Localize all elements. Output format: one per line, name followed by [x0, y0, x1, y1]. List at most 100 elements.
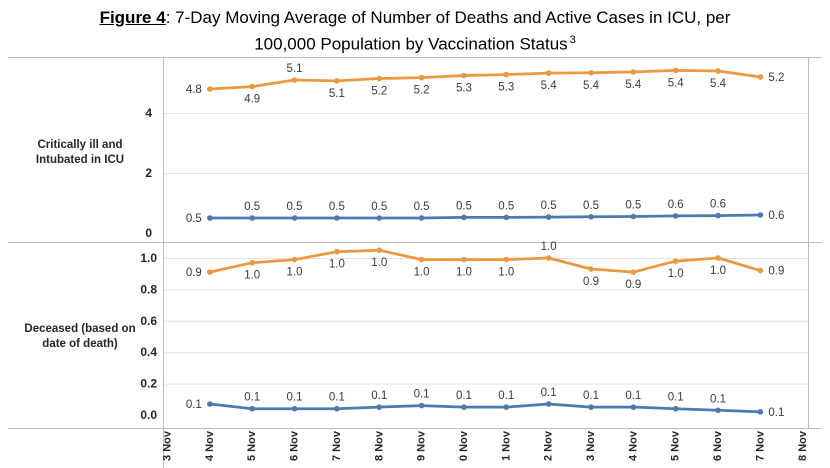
icu-orange-point	[418, 74, 425, 81]
x-tick-label: 8 Nov	[373, 430, 385, 461]
icu-blue-point	[334, 215, 340, 221]
icu-blue-point	[545, 214, 552, 220]
icu-orange-point	[715, 68, 721, 74]
deceased-blue-point	[545, 401, 552, 407]
data-label: 1.0	[710, 265, 726, 277]
data-label: 1.0	[541, 241, 557, 253]
row-label: date of death)	[42, 338, 118, 350]
row-label: Critically ill and	[38, 139, 123, 151]
icu-blue-line	[208, 213, 762, 220]
x-tick-label: 4 Nov	[627, 430, 639, 461]
data-label: 0.1	[456, 390, 472, 402]
data-label: 5.3	[498, 82, 514, 94]
data-label: 0.5	[456, 200, 472, 212]
data-label: 4.8	[186, 84, 202, 96]
icu-blue-point	[715, 212, 721, 219]
data-label: 1.0	[329, 259, 345, 271]
title-line-2: 100,000 Population by Vaccination Status…	[0, 29, 830, 56]
data-label: 0.9	[768, 266, 784, 278]
deceased-blue-point	[291, 405, 298, 412]
deceased-orange-point	[503, 256, 510, 263]
data-label: 0.5	[371, 201, 387, 213]
icu-orange-line	[208, 69, 762, 91]
deceased-orange-point	[630, 269, 637, 275]
data-label: 1.0	[668, 268, 684, 280]
deceased-orange-point	[672, 258, 679, 264]
icu-blue-point	[757, 212, 764, 218]
y-tick-label: 0.2	[140, 377, 157, 391]
data-label: 0.1	[329, 392, 345, 404]
deceased-orange-point	[715, 255, 721, 261]
deceased-blue-point	[249, 405, 255, 412]
deceased-blue-point	[715, 407, 721, 414]
data-label: 0.1	[768, 407, 784, 419]
y-tick-label: 0	[145, 226, 152, 240]
y-tick-label: 0.0	[140, 408, 157, 422]
x-tick-label: 6 Nov	[712, 430, 724, 461]
data-label: 4.9	[244, 94, 260, 106]
data-label: 1.0	[498, 267, 514, 279]
data-label: 0.6	[668, 199, 684, 211]
data-label: 5.4	[541, 80, 558, 92]
figure-chart: 4.8 4.9 5.1 5.1 5.2 5.2 5.3 5.3 5.4 5.4 5.4 5.4 5.4 5…	[8, 57, 822, 468]
data-label: 5.2	[768, 72, 784, 84]
data-label: 0.5	[244, 201, 260, 213]
icu-orange-point	[461, 72, 467, 79]
x-tick-label: 9 Nov	[416, 430, 428, 461]
data-label: 1.0	[244, 270, 260, 282]
icu-orange-point	[503, 71, 510, 78]
deceased-orange-point	[545, 255, 552, 261]
data-label: 0.1	[710, 393, 726, 405]
icu-orange-point	[291, 77, 298, 83]
data-label: 0.9	[583, 276, 599, 288]
deceased-orange-point	[291, 256, 298, 263]
x-tick-label: 7 Nov	[331, 430, 343, 461]
deceased-blue-point	[630, 404, 637, 410]
data-label: 0.9	[186, 267, 202, 279]
data-label: 0.5	[498, 200, 514, 212]
data-label: 5.1	[287, 63, 303, 75]
icu-blue-point	[249, 215, 255, 221]
data-label: 5.4	[583, 80, 600, 92]
data-label: 0.5	[625, 200, 641, 212]
x-tick-label: 1 Nov	[500, 430, 512, 461]
data-label: 0.1	[414, 389, 430, 401]
data-label: 1.0	[456, 267, 472, 279]
deceased-orange-point	[334, 248, 340, 255]
y-tick-label: 1.0	[140, 251, 157, 265]
data-label: 0.1	[625, 390, 641, 402]
data-label: 0.1	[186, 399, 202, 411]
icu-blue-point	[291, 215, 298, 221]
icu-blue-point	[376, 215, 383, 221]
y-tick-label: 4	[145, 106, 152, 120]
deceased-blue-point	[418, 402, 425, 409]
data-label: 5.4	[710, 78, 727, 90]
data-label: 1.0	[287, 267, 303, 279]
data-label: 0.5	[541, 200, 557, 212]
icu-blue-point	[503, 214, 510, 221]
x-tick-label: 5 Nov	[670, 430, 682, 461]
data-label: 0.1	[541, 387, 557, 399]
data-label: 0.6	[710, 199, 726, 211]
deceased-blue-point	[588, 404, 594, 410]
deceased-orange-point	[588, 266, 594, 272]
icu-orange-point	[376, 75, 383, 82]
deceased-blue-point	[461, 404, 467, 410]
y-tick-label: 0.6	[140, 314, 157, 328]
icu-blue-point	[461, 214, 467, 221]
data-label: 5.1	[329, 88, 345, 100]
y-tick-label: 2	[145, 166, 152, 180]
y-tick-label: 0.8	[140, 282, 157, 296]
data-label: 0.1	[668, 392, 684, 404]
deceased-orange-point	[207, 269, 213, 275]
icu-orange-point	[249, 83, 255, 90]
deceased-orange-point	[757, 267, 764, 274]
data-label: 1.0	[371, 257, 387, 269]
data-label: 0.1	[371, 390, 387, 402]
deceased-blue-point	[503, 404, 510, 410]
icu-blue-point	[630, 213, 637, 220]
icu-orange-point	[207, 86, 213, 92]
deceased-orange-point	[376, 247, 383, 253]
deceased-blue-point	[334, 405, 340, 412]
data-label: 5.3	[456, 83, 472, 95]
